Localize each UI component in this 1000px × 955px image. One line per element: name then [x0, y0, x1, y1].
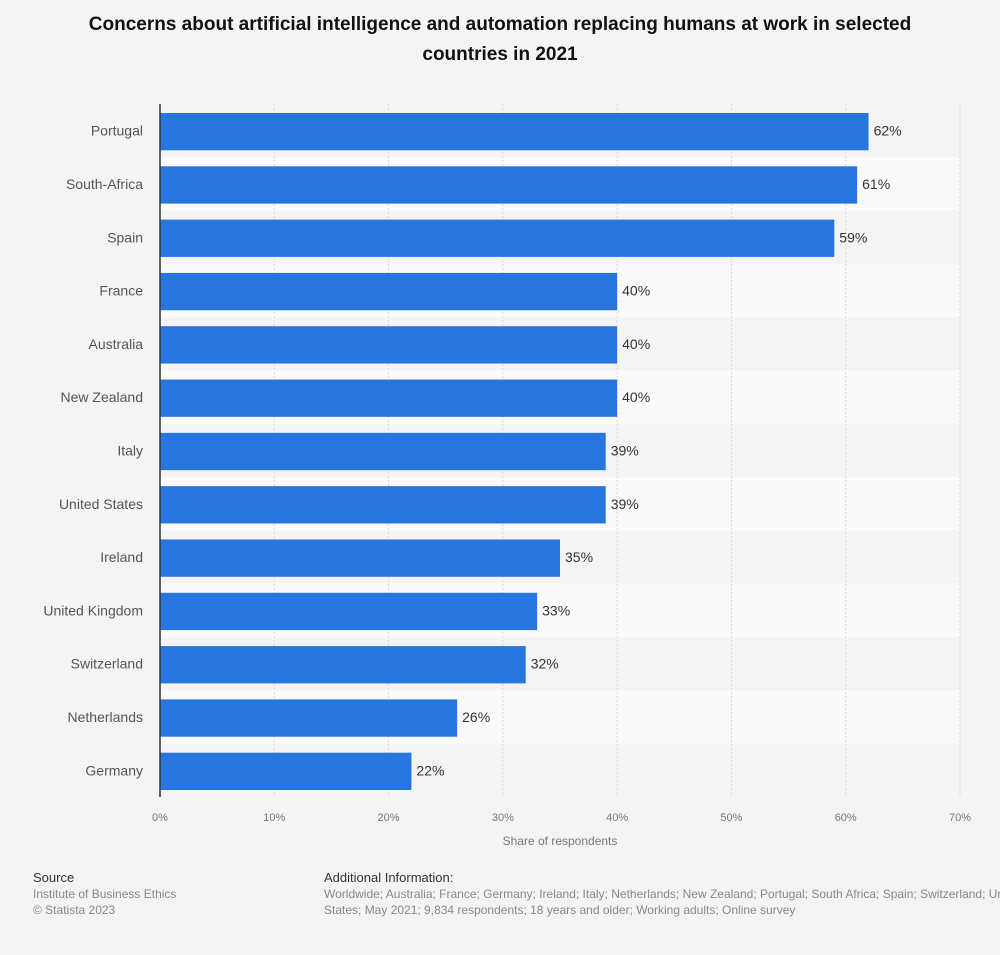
x-tick-label: 30%: [492, 812, 514, 824]
y-category-label: Italy: [117, 443, 143, 459]
bar[interactable]: [160, 752, 412, 790]
bar[interactable]: [160, 592, 538, 631]
data-label: 61%: [862, 176, 890, 192]
bar[interactable]: [160, 379, 618, 417]
y-category-label: Ireland: [100, 549, 143, 565]
bar[interactable]: [160, 219, 835, 257]
y-category-label: Portugal: [91, 123, 143, 139]
data-label: 40%: [622, 336, 650, 352]
additional-info-line2: States; May 2021; 9,834 respondents; 18 …: [324, 903, 796, 917]
bar[interactable]: [160, 432, 606, 471]
bar-chart: 0% 10% 20% 30% 40% 50% 60% 70% Portugal 62% South-…: [43, 104, 971, 848]
source-text[interactable]: Institute of Business Ethics: [33, 887, 177, 901]
bar[interactable]: [160, 326, 618, 364]
x-axis-title: Share of respondents: [503, 834, 618, 848]
data-label: 40%: [622, 389, 650, 405]
y-category-label: Netherlands: [68, 709, 144, 725]
x-tick-label: 40%: [606, 812, 628, 824]
source-label: Source: [33, 870, 75, 885]
y-category-label: New Zealand: [61, 389, 144, 405]
data-label: 59%: [839, 229, 867, 245]
y-category-label: Spain: [107, 229, 143, 245]
y-category-label: United States: [59, 496, 143, 512]
x-tick-label: 50%: [720, 812, 742, 824]
additional-info-label: Additional Information:: [324, 870, 454, 885]
additional-info-line1: Worldwide; Australia; France; Germany; I…: [324, 887, 1000, 901]
additional-info-block: Additional Information: Worldwide; Austr…: [324, 870, 1000, 918]
y-category-label: Germany: [85, 762, 143, 778]
data-label: 22%: [416, 762, 444, 778]
chart-title: Concerns about artificial intelligence a…: [88, 14, 912, 65]
x-tick-label: 20%: [378, 812, 400, 824]
bar[interactable]: [160, 166, 858, 204]
bar[interactable]: [160, 539, 560, 577]
bar[interactable]: [160, 113, 869, 151]
data-label: 39%: [611, 443, 639, 459]
bar[interactable]: [160, 699, 458, 737]
data-label: 39%: [611, 496, 639, 512]
bar[interactable]: [160, 486, 606, 524]
y-category-label: France: [99, 283, 143, 299]
bar[interactable]: [160, 646, 526, 684]
y-category-label: United Kingdom: [43, 602, 143, 618]
data-label: 35%: [565, 549, 593, 565]
x-tick-label: 60%: [835, 812, 857, 824]
y-category-label: Switzerland: [71, 656, 143, 672]
x-tick-label: 70%: [949, 812, 971, 824]
data-label: 40%: [622, 283, 650, 299]
y-category-label: Australia: [89, 336, 144, 352]
data-label: 32%: [531, 656, 559, 672]
x-tick-label: 0%: [152, 812, 168, 824]
y-category-label: South-Africa: [66, 176, 143, 192]
data-label: 33%: [542, 602, 570, 618]
source-block: Source Institute of Business Ethics © St…: [33, 870, 176, 918]
copyright: © Statista 2023: [33, 903, 116, 917]
x-tick-label: 10%: [263, 812, 285, 824]
data-label: 26%: [462, 709, 490, 725]
data-label: 62%: [874, 123, 902, 139]
bar[interactable]: [160, 272, 618, 311]
